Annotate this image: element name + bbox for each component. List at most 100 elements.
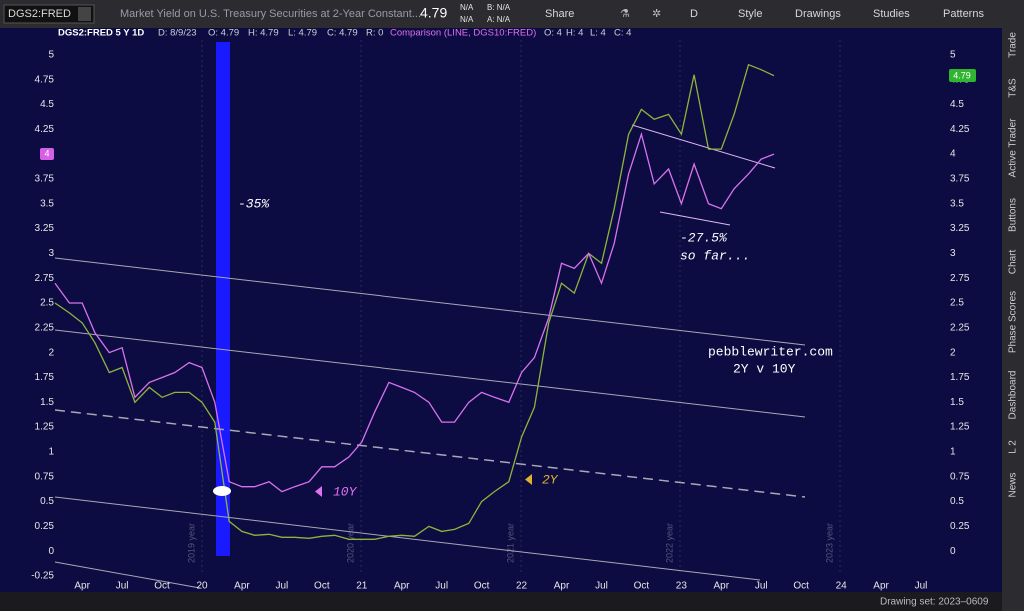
x-tick-label: 21 bbox=[356, 581, 368, 592]
x-tick-label: Apr bbox=[234, 581, 250, 592]
y2-tick-label: 0 bbox=[950, 546, 956, 557]
y-tick-label: 0.25 bbox=[35, 521, 55, 532]
x-tick-label: Jul bbox=[116, 581, 129, 592]
y2-tick-label: 1.5 bbox=[950, 397, 964, 408]
y2-tick-label: 0.5 bbox=[950, 496, 964, 507]
series-line bbox=[54, 63, 775, 540]
y-tick-label: 2 bbox=[48, 347, 54, 358]
y2-tick-label: 2.75 bbox=[950, 273, 970, 284]
style-button[interactable]: Style bbox=[738, 8, 762, 20]
y-tick-label: -0.25 bbox=[31, 571, 54, 582]
y2-tick-label: 4.5 bbox=[950, 99, 964, 110]
studies-button[interactable]: Studies bbox=[873, 8, 910, 20]
x-tick-label: Oct bbox=[634, 581, 650, 592]
cmp-close: C: 4 bbox=[614, 28, 631, 39]
marker bbox=[525, 474, 532, 485]
x-tick-label: Apr bbox=[873, 581, 889, 592]
drawing-set[interactable]: Drawing set: 2023–0609 bbox=[880, 597, 989, 608]
compare-badge: 4 bbox=[44, 148, 49, 158]
symbol[interactable]: DGS2:FRED bbox=[8, 8, 71, 20]
side-tab[interactable]: News bbox=[1008, 472, 1019, 497]
y-tick-label: 4.5 bbox=[40, 99, 54, 110]
bar-date: D: 8/9/23 bbox=[158, 28, 197, 39]
description: Market Yield on U.S. Treasury Securities… bbox=[120, 8, 421, 20]
x-tick-label: Oct bbox=[314, 581, 330, 592]
channel-line bbox=[54, 257, 806, 346]
y-tick-label: 1.5 bbox=[40, 397, 54, 408]
symbol-box[interactable] bbox=[3, 4, 95, 24]
x-tick-label: 24 bbox=[836, 581, 848, 592]
symbol-dropdown[interactable] bbox=[78, 7, 91, 21]
ask: A: N/A bbox=[487, 15, 511, 24]
bar-low: L: 4.79 bbox=[288, 28, 317, 39]
watermark: pebblewriter.com bbox=[708, 344, 833, 359]
side-tab[interactable]: T&S bbox=[1008, 78, 1019, 98]
bar-close: C: 4.79 bbox=[327, 28, 358, 39]
share-button[interactable]: Share bbox=[545, 8, 574, 20]
cmp-open: O: 4 bbox=[544, 28, 562, 39]
year-label: 2023 year bbox=[824, 523, 834, 563]
side-panel bbox=[1002, 28, 1024, 611]
y-tick-label: 1 bbox=[48, 447, 54, 458]
side-tab[interactable]: Chart bbox=[1008, 250, 1019, 275]
x-tick-label: Oct bbox=[474, 581, 490, 592]
x-tick-label: Jul bbox=[275, 581, 288, 592]
drawings-button[interactable]: Drawings bbox=[795, 8, 841, 20]
chart-symbol: DGS2:FRED 5 Y 1D bbox=[58, 28, 144, 39]
x-tick-label: Oct bbox=[793, 581, 809, 592]
bar-high: H: 4.79 bbox=[248, 28, 279, 39]
year-separators bbox=[201, 40, 841, 575]
y-tick-label: 2.25 bbox=[35, 322, 55, 333]
y2-tick-label: 4.25 bbox=[950, 124, 970, 135]
year-label: 2022 year bbox=[664, 523, 674, 563]
patterns-button[interactable]: Patterns bbox=[943, 8, 984, 20]
y2-tick-label: 3 bbox=[950, 248, 956, 259]
toolbar bbox=[0, 0, 1024, 28]
y2-tick-label: 3.5 bbox=[950, 198, 964, 209]
comparison: Comparison (LINE, DGS10:FRED) bbox=[390, 28, 536, 39]
aggregation-button[interactable]: D bbox=[690, 8, 698, 20]
x-tick-label: 22 bbox=[516, 581, 528, 592]
marker bbox=[213, 486, 231, 496]
y-tick-label: 4.75 bbox=[35, 74, 55, 85]
settings-icon[interactable]: ✲ bbox=[652, 8, 661, 20]
compare-badge-bg bbox=[40, 148, 54, 160]
x-tick-label: 23 bbox=[676, 581, 688, 592]
bid: B: N/A bbox=[487, 3, 511, 12]
side-tab[interactable]: Buttons bbox=[1008, 198, 1019, 232]
side-tab[interactable]: Phase Scores bbox=[1008, 291, 1019, 353]
side-tab[interactable]: Active Trader bbox=[1008, 118, 1019, 178]
side-tab[interactable]: Dashboard bbox=[1008, 371, 1019, 420]
y2-tick-label: 0.75 bbox=[950, 471, 970, 482]
flask-icon[interactable]: ⚗ bbox=[620, 8, 630, 20]
channel-line bbox=[54, 561, 201, 589]
side-tab[interactable]: Trade bbox=[1008, 32, 1019, 58]
y2-tick-label: 2 bbox=[950, 347, 956, 358]
bar-open: O: 4.79 bbox=[208, 28, 239, 39]
y2-tick-label: 2.25 bbox=[950, 322, 970, 333]
x-tick-label: 20 bbox=[196, 581, 208, 592]
y-tick-label: 3 bbox=[48, 248, 54, 259]
y2-tick-label: 2.5 bbox=[950, 298, 964, 309]
annotation: so far... bbox=[680, 248, 750, 263]
last-badge: 4.79 bbox=[953, 70, 971, 80]
channel-line bbox=[54, 496, 761, 581]
annotation: -27.5% bbox=[680, 230, 728, 245]
x-tick-label: Oct bbox=[154, 581, 170, 592]
bar-range: R: 0 bbox=[366, 28, 383, 39]
year-label: 2021 year bbox=[505, 523, 515, 563]
trend-line bbox=[631, 124, 776, 169]
y-tick-label: 3.75 bbox=[35, 174, 55, 185]
channel-midline bbox=[54, 409, 806, 498]
change-pct: N/A bbox=[460, 15, 474, 24]
y2-tick-label: 1.25 bbox=[950, 422, 970, 433]
y-tick-label: 0.75 bbox=[35, 471, 55, 482]
side-tab[interactable]: L 2 bbox=[1008, 440, 1019, 454]
y2-tick-label: 1 bbox=[950, 447, 956, 458]
footer bbox=[0, 592, 1002, 611]
series-line bbox=[54, 131, 775, 493]
last-badge-bg bbox=[949, 69, 976, 82]
y2-tick-label: 5 bbox=[950, 49, 956, 60]
x-tick-label: Apr bbox=[554, 581, 570, 592]
